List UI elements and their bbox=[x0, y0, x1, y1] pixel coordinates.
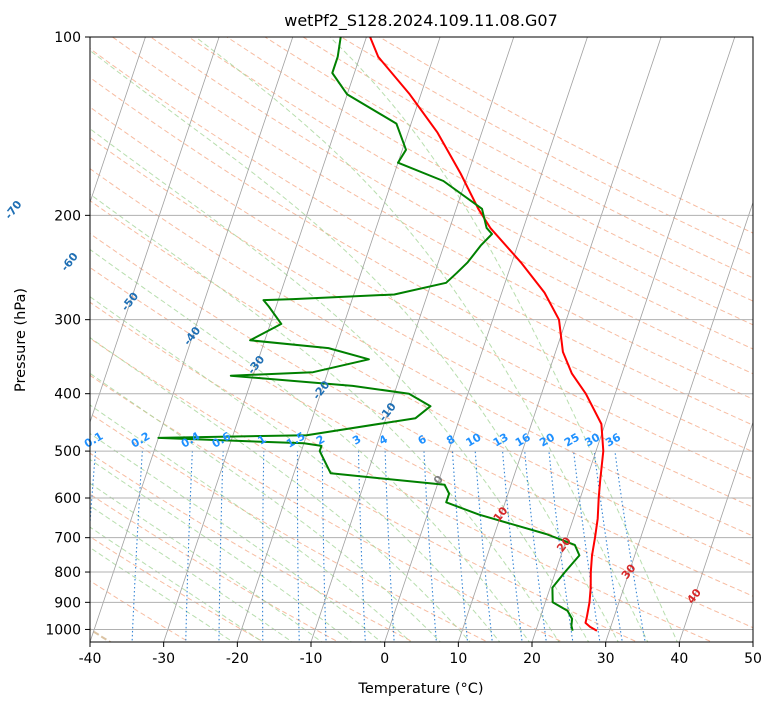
y-tick-label: 1000 bbox=[45, 622, 81, 638]
isotherm-line bbox=[457, 37, 662, 642]
y-tick-label: 200 bbox=[54, 208, 81, 224]
dry-adiabat bbox=[90, 233, 753, 597]
plot-frame bbox=[89, 36, 754, 643]
isotherm-line bbox=[678, 420, 753, 642]
isotherm-line bbox=[90, 37, 294, 642]
x-tick-label: 30 bbox=[597, 651, 615, 667]
y-tick-label: 300 bbox=[54, 313, 81, 329]
dry-adiabat bbox=[90, 47, 753, 426]
x-tick-label: 10 bbox=[449, 651, 467, 667]
mixing-ratio-line bbox=[185, 451, 193, 642]
moist-adiabat bbox=[194, 37, 649, 642]
dry-adiabat bbox=[226, 37, 753, 326]
x-tick-label: -30 bbox=[152, 651, 175, 667]
mixing-ratio-line bbox=[357, 451, 366, 642]
x-axis-title: Temperature (°C) bbox=[357, 681, 483, 697]
y-tick-label: 100 bbox=[54, 30, 81, 46]
dry-adiabat bbox=[90, 136, 753, 508]
mixing-ratio-line bbox=[262, 451, 265, 642]
y-tick-label: 800 bbox=[54, 565, 81, 581]
x-tick-label: 40 bbox=[670, 651, 688, 667]
mixing-ratio-line bbox=[321, 451, 327, 642]
dry-adiabat bbox=[264, 37, 753, 302]
x-tick-label: 20 bbox=[523, 651, 541, 667]
dewpoint-profile bbox=[157, 37, 581, 631]
mixing-ratio-line bbox=[384, 451, 395, 642]
y-tick-label: 500 bbox=[54, 444, 81, 460]
mixing-ratio-line bbox=[218, 451, 224, 642]
x-tick-label: -40 bbox=[79, 651, 102, 667]
isotherm-line bbox=[236, 37, 441, 642]
moist-adiabat bbox=[90, 296, 501, 642]
y-tick-label: 600 bbox=[54, 491, 81, 507]
isotherm-line bbox=[90, 37, 146, 204]
y-axis-title: Pressure (hPa) bbox=[13, 288, 29, 392]
mixing-ratio-line bbox=[614, 451, 646, 642]
x-tick-label: 0 bbox=[380, 651, 389, 667]
y-tick-label: 700 bbox=[54, 531, 81, 547]
dry-adiabat bbox=[90, 76, 753, 453]
dry-adiabat bbox=[90, 200, 753, 567]
mixing-ratio-line bbox=[296, 451, 300, 642]
isotherm-line bbox=[531, 37, 736, 642]
axes: -40 -30 -20 -10 0 10 20 30 40 50 100 200 300 400 500 60… bbox=[45, 30, 762, 667]
x-tick-label: -10 bbox=[300, 651, 323, 667]
chart-title: wetPf2_S128.2024.109.11.08.G07 bbox=[284, 11, 558, 31]
x-tick-label: -20 bbox=[226, 651, 249, 667]
isotherm-line bbox=[90, 37, 220, 424]
dry-adiabat bbox=[90, 106, 753, 480]
y-tick-label: 900 bbox=[54, 595, 81, 611]
temperature-profile bbox=[369, 37, 605, 632]
sounding-profiles bbox=[157, 37, 605, 632]
mixing-ratio-line bbox=[593, 451, 623, 642]
isotherm-line bbox=[605, 201, 753, 642]
dry-adiabat bbox=[188, 37, 753, 350]
dry-adiabat bbox=[90, 301, 713, 642]
x-tick-label: 50 bbox=[744, 651, 762, 667]
isotherm-line bbox=[384, 37, 588, 642]
y-tick-label: 400 bbox=[54, 387, 81, 403]
isotherm-line bbox=[310, 37, 515, 642]
